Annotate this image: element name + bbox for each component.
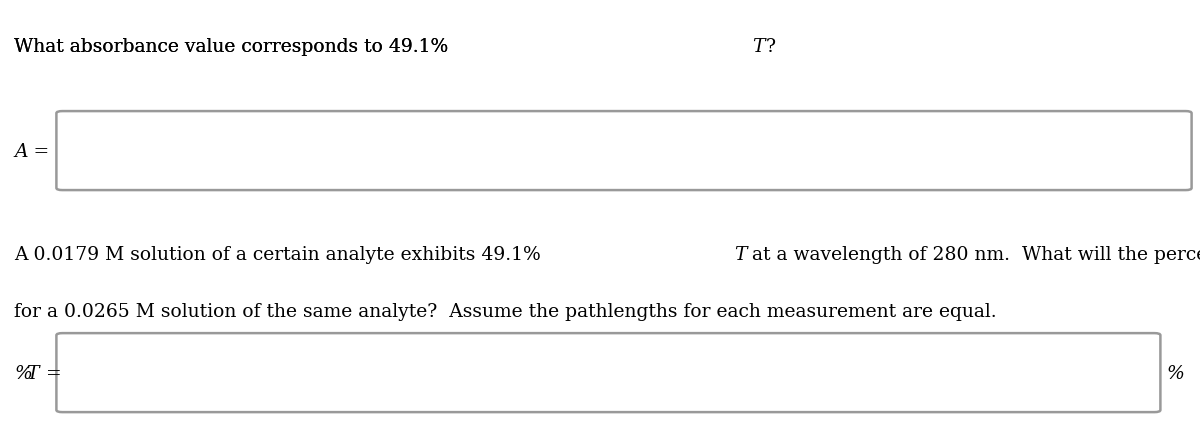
Text: What absorbance value corresponds to 49.1%: What absorbance value corresponds to 49.…: [14, 38, 455, 56]
Text: T: T: [26, 364, 38, 382]
FancyBboxPatch shape: [56, 333, 1160, 412]
Text: What absorbance value corresponds to 49.1%: What absorbance value corresponds to 49.…: [14, 38, 455, 56]
Text: A 0.0179 M solution of a certain analyte exhibits 49.1%: A 0.0179 M solution of a certain analyte…: [14, 245, 547, 263]
Text: %: %: [1166, 364, 1184, 382]
Text: T: T: [752, 38, 764, 56]
Text: T: T: [734, 245, 746, 263]
Text: %: %: [14, 364, 32, 382]
Text: ?: ?: [766, 38, 775, 56]
Text: =: =: [40, 364, 61, 382]
FancyBboxPatch shape: [56, 112, 1192, 191]
Text: at a wavelength of 280 nm.  What will the percent transmittance be: at a wavelength of 280 nm. What will the…: [746, 245, 1200, 263]
Text: for a 0.0265 M solution of the same analyte?  Assume the pathlengths for each me: for a 0.0265 M solution of the same anal…: [14, 302, 997, 320]
Text: A =: A =: [14, 142, 49, 160]
